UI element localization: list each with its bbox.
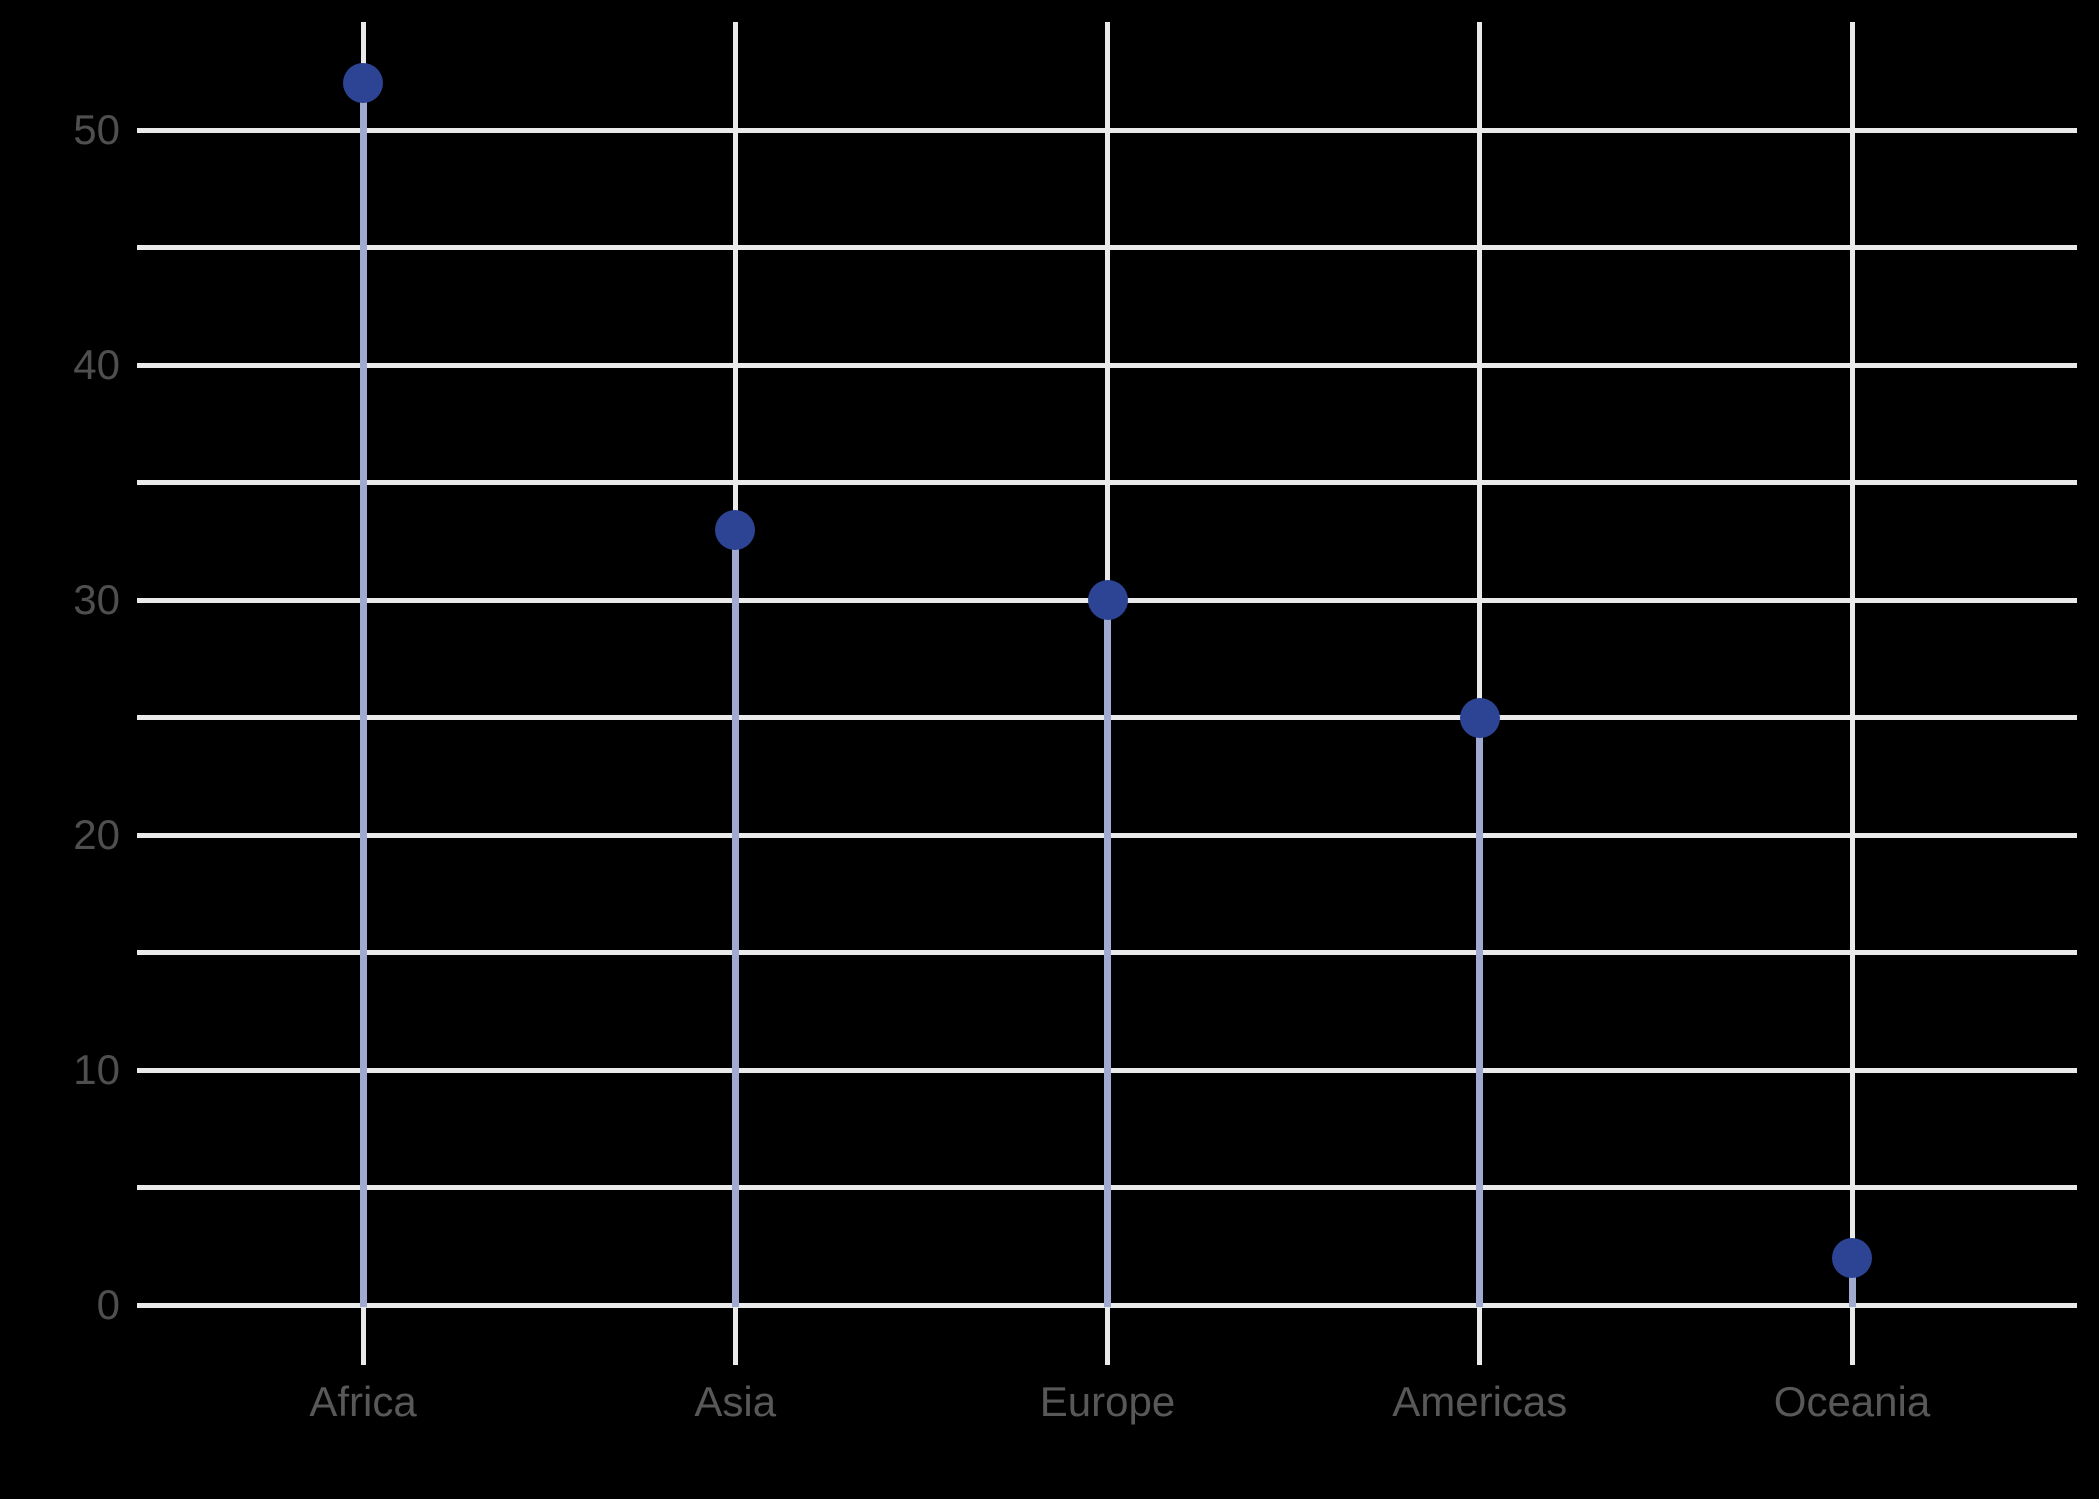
v-gridline	[1849, 22, 1855, 1365]
lollipop-stem	[359, 83, 367, 1307]
lollipop-stem	[1104, 600, 1111, 1307]
y-tick-label: 50	[73, 106, 120, 153]
lollipop-dot	[1087, 580, 1128, 620]
y-tick-label: 40	[73, 341, 120, 388]
lollipop-dot	[343, 63, 383, 103]
y-tick-label: 10	[73, 1046, 120, 1093]
x-category-label: Africa	[309, 1378, 417, 1425]
lollipop-stem	[731, 529, 739, 1307]
lollipop-stem	[1848, 1258, 1856, 1307]
x-category-label: Americas	[1392, 1378, 1568, 1425]
y-tick-label: 0	[96, 1281, 120, 1328]
lollipop-dot	[1832, 1238, 1872, 1278]
lollipop-dot	[715, 509, 756, 550]
lollipop-dot	[1459, 697, 1500, 738]
y-tick-label: 20	[73, 811, 120, 858]
x-category-label: Oceania	[1773, 1378, 1931, 1425]
v-gridline	[1477, 22, 1483, 1365]
x-category-label: Europe	[1039, 1378, 1176, 1425]
lollipop-stem	[1476, 717, 1484, 1307]
y-tick-label: 30	[73, 576, 120, 623]
x-category-label: Asia	[694, 1378, 777, 1425]
